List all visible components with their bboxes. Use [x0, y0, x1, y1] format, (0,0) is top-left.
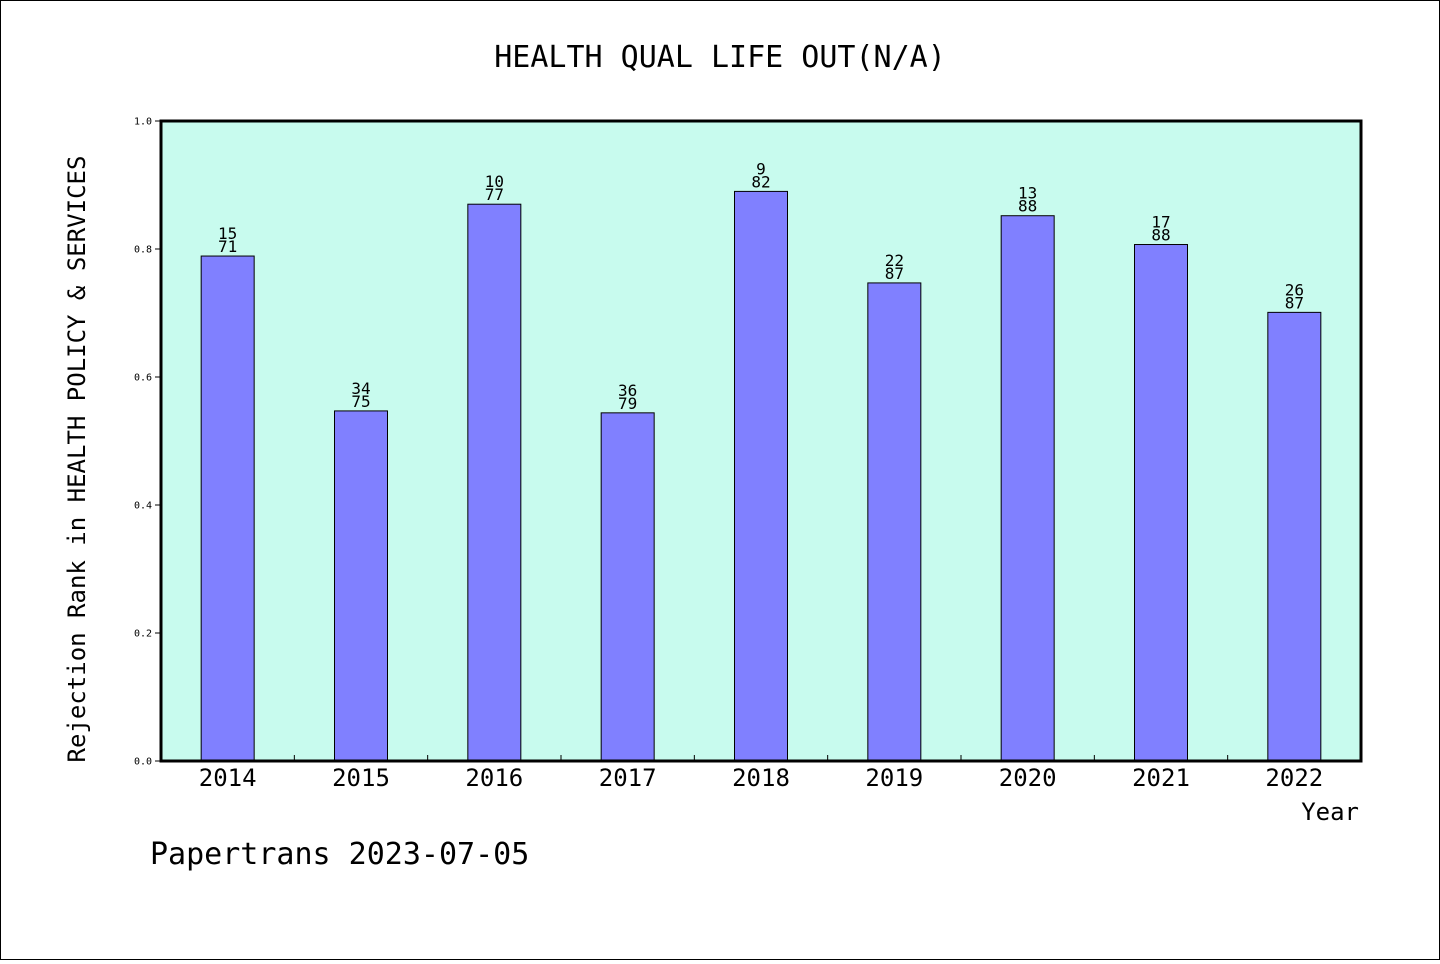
- bar-label-top: 36: [618, 381, 637, 400]
- bar-label-bottom: 82: [751, 172, 770, 191]
- bar: [1267, 311, 1322, 762]
- x-axis: 2014 2015 2016 2017 2018 2019 2020 2021 2022: [199, 755, 1323, 792]
- bar: [867, 282, 922, 762]
- x-tick-label: 2022: [1265, 764, 1323, 792]
- bar-label-top: 26: [1285, 280, 1304, 299]
- bar: [467, 203, 522, 762]
- bar-label-top: 17: [1151, 213, 1170, 232]
- bar-label-bottom: 87: [1285, 293, 1304, 312]
- x-tick-label: 2019: [865, 764, 923, 792]
- y-tick-label: 0.0: [134, 757, 152, 768]
- bar-label-top: 13: [1018, 184, 1037, 203]
- bar: [734, 190, 788, 762]
- bar-label-top: 15: [218, 224, 237, 243]
- bar-label-top: 9: [756, 159, 766, 178]
- bar: [1000, 215, 1055, 762]
- bar: [334, 410, 388, 762]
- bar: [200, 255, 255, 762]
- plot-border: [159, 119, 1363, 763]
- bar: [1134, 244, 1188, 762]
- x-tick-label: 2018: [732, 764, 790, 792]
- x-tick-label: 2017: [599, 764, 657, 792]
- x-tick-label: 2015: [332, 764, 390, 792]
- y-axis: 0.0 0.2 0.4 0.6 0.8 1.0: [134, 117, 161, 768]
- x-tick-label: 2020: [999, 764, 1057, 792]
- x-tick-label: 2021: [1132, 764, 1190, 792]
- bar-label-top: 34: [351, 379, 370, 398]
- x-tick-label: 2014: [199, 764, 257, 792]
- y-axis-label: Rejection Rank in HEALTH POLICY & SERVIC…: [63, 156, 91, 763]
- y-tick-label: 0.8: [134, 245, 152, 256]
- bar-label-bottom: 88: [1018, 197, 1037, 216]
- bar-label-bottom: 75: [351, 392, 370, 411]
- bar-label-bottom: 71: [218, 237, 237, 256]
- footer-text: Papertrans 2023-07-05: [150, 837, 529, 872]
- x-axis-label: Year: [1301, 798, 1359, 826]
- y-tick-label: 0.6: [134, 373, 152, 384]
- bar: [600, 412, 655, 762]
- x-tick-label: 2016: [465, 764, 523, 792]
- y-tick-label: 0.4: [134, 501, 152, 512]
- bar-label-bottom: 88: [1151, 226, 1170, 245]
- bar-label-bottom: 77: [485, 185, 504, 204]
- chart-title: HEALTH QUAL LIFE OUT(N/A): [494, 40, 946, 75]
- bar-label-bottom: 87: [885, 264, 904, 283]
- bar-label-bottom: 79: [618, 394, 637, 413]
- bar-label-top: 10: [485, 172, 504, 191]
- bar-label-top: 22: [885, 251, 904, 270]
- y-tick-label: 0.2: [134, 629, 152, 640]
- y-tick-label: 1.0: [134, 117, 152, 128]
